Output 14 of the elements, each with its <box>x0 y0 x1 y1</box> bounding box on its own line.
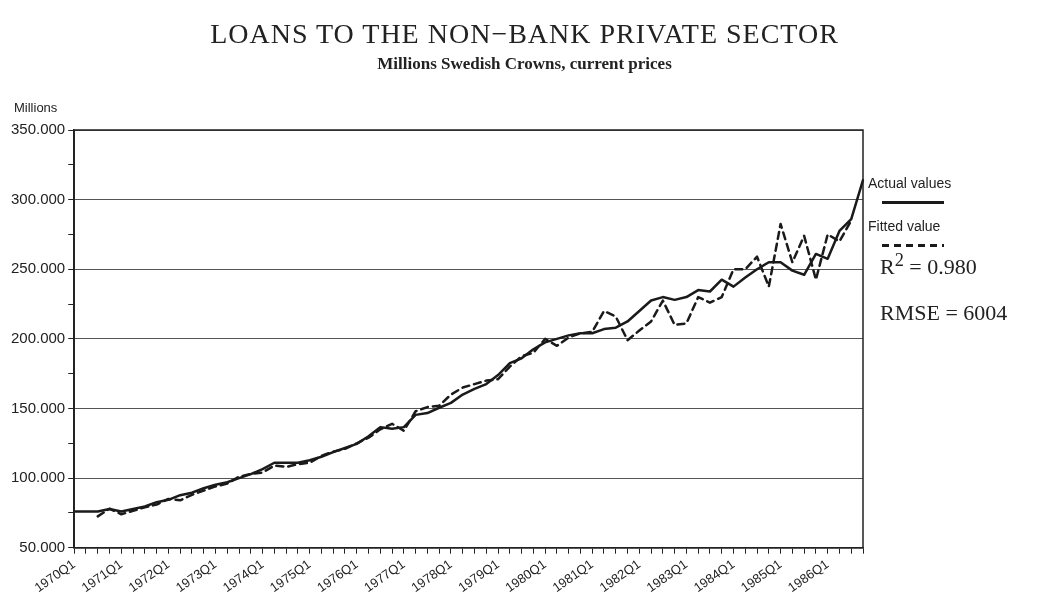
chart-subtitle: Millions Swedish Crowns, current prices <box>376 54 673 74</box>
series-label: Actual values <box>868 175 952 191</box>
y-tick-label: 300.000 <box>10 189 66 207</box>
text: R$^{2}$ = 0.980 <box>880 250 978 281</box>
y-tick-label: 200.000 <box>10 328 66 346</box>
y-tick-label: 250.000 <box>10 259 66 277</box>
legend-label: Fitted value <box>868 218 942 234</box>
chart-title: LOANS TO THE NON−BANK PRIVATE SECTOR <box>209 18 840 50</box>
y-tick-label: 350.000 <box>10 120 66 138</box>
y-tick-label: 100.000 <box>10 468 66 486</box>
text: RMSE = 6004 <box>880 300 1008 327</box>
y-tick-label: 50.000 <box>19 537 66 555</box>
y-axis-title: Millions <box>14 100 58 115</box>
y-tick-label: 150.000 <box>10 398 66 416</box>
